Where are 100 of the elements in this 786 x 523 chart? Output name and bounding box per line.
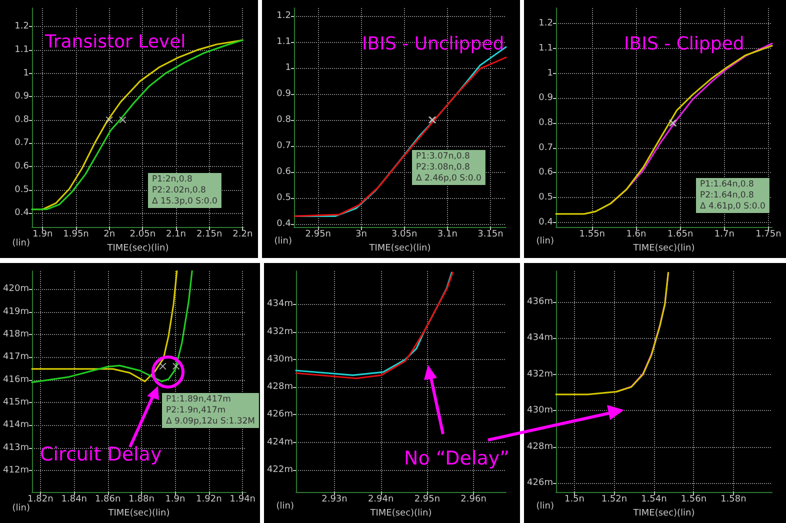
y-tick-label: 0.9: [14, 92, 30, 102]
x-axis-title: TIME(sec)(lin): [632, 244, 695, 254]
y-tick-label: 419m: [3, 306, 29, 317]
x-axis-title: TIME(sec)(lin): [106, 244, 169, 254]
y-tick-label: 420m: [3, 284, 29, 294]
y-axis-title: (lin): [276, 502, 294, 512]
x-tick-label: 1.55n: [579, 230, 606, 240]
y-tick-label: 426m: [527, 478, 553, 488]
x-tick-label: 1.95n: [63, 230, 89, 240]
y-axis-title: (lin): [12, 504, 30, 514]
y-tick-label: 432m: [267, 326, 293, 337]
y-tick-label: 424m: [267, 437, 293, 448]
y-tick-label: 422m: [267, 464, 293, 475]
y-tick-label: 1: [285, 62, 291, 73]
x-tick-label: 3.15n: [478, 230, 504, 240]
y-tick-label: 1.1: [538, 43, 553, 54]
y-tick-label: 0.4: [276, 218, 292, 229]
y-axis-title: (lin): [274, 236, 292, 247]
y-tick-label: 428m: [267, 382, 293, 392]
x-tick-label: 1.7n: [714, 230, 734, 240]
y-tick-label: 426m: [267, 410, 293, 420]
y-tick-label: 0.7: [538, 142, 553, 153]
y-tick-label: 416m: [3, 374, 29, 385]
y-tick-label: 0.5: [14, 184, 29, 195]
y-tick-label: 1: [23, 68, 29, 78]
annotation: No “Delay”: [404, 448, 510, 470]
x-tick-label: 1.56n: [680, 494, 707, 505]
x-tick-label: 1.5n: [564, 494, 584, 505]
text: IBIS - Unclipped: [362, 34, 504, 54]
y-tick-label: 434m: [527, 333, 553, 344]
x-axis-title: TIME(sec)(lin): [632, 508, 695, 518]
y-tick-label: 432m: [527, 369, 553, 380]
y-tick-label: 0.5: [538, 192, 553, 203]
x-tick-label: 2.95n: [305, 230, 332, 240]
x-tick-label: 1.58n: [720, 494, 746, 505]
annotation: P1:3.07n,0.8 P2:3.08n,0.8 Δ 2.46p,0 S:0.0: [416, 152, 482, 184]
y-tick-label: 1.2: [276, 10, 291, 21]
y-tick-label: 0.8: [14, 114, 30, 125]
annotation: P1:2n,0.8 P2:2.02n,0.8 Δ 15.3p,0 S:0.0: [152, 174, 218, 206]
x-tick-label: 2.95n: [414, 494, 440, 505]
x-tick-label: 1.82n: [28, 494, 54, 505]
x-axis-title: TIME(sec)(lin): [369, 508, 432, 518]
x-tick-label: 2.94n: [368, 494, 394, 505]
x-axis-title: TIME(sec)(lin): [107, 508, 170, 518]
y-tick-label: 418m: [3, 329, 29, 340]
y-axis-title: (lin): [12, 238, 30, 248]
y-tick-label: 0.7: [14, 138, 29, 148]
x-tick-label: 1.88n: [128, 494, 154, 505]
y-tick-label: 0.4: [14, 208, 30, 218]
text: IBIS - Clipped: [624, 34, 744, 54]
x-tick-label: 1.75n: [756, 230, 782, 240]
y-tick-label: 436m: [527, 296, 553, 307]
x-tick-label: 2n: [104, 230, 116, 240]
annotation: Circuit Delay: [40, 444, 162, 466]
y-tick-label: 414m: [3, 420, 29, 430]
x-tick-label: 1.94n: [230, 494, 256, 505]
x-tick-label: 1.6n: [626, 230, 646, 240]
annotation: P1:1.64n,0.8 P2:1.64n,0.8 Δ 4.61p,0 S:0.0: [700, 180, 766, 212]
y-tick-label: 1.2: [538, 18, 553, 29]
x-tick-label: 2.05n: [130, 230, 156, 240]
y-axis-title: (lin): [536, 502, 554, 512]
x-tick-label: 2.96n: [460, 494, 486, 505]
y-tick-label: 412m: [3, 466, 29, 476]
x-tick-label: 1.54n: [641, 494, 667, 505]
x-tick-label: 1.84n: [61, 494, 87, 505]
y-tick-label: 1.2: [14, 22, 29, 32]
x-tick-label: 2.2n: [232, 230, 253, 240]
text: Transistor Level: [44, 32, 186, 52]
line-series: [555, 272, 670, 396]
x-tick-label: 2.1n: [166, 230, 186, 240]
y-tick-label: 0.9: [276, 88, 292, 99]
annotation: P1:1.89n,417m P2:1.9n,417m Δ 9.09p,12u S:1.32M: [166, 394, 255, 426]
y-tick-label: 428m: [527, 442, 553, 452]
x-tick-label: 1.65n: [667, 230, 694, 240]
y-tick-label: 0.6: [538, 168, 554, 178]
y-tick-label: 0.9: [538, 93, 554, 104]
y-tick-label: 434m: [267, 299, 293, 310]
x-tick-label: 3.1n: [437, 230, 458, 240]
y-tick-label: 0.6: [14, 162, 30, 172]
y-tick-label: 0.4: [538, 217, 554, 228]
x-tick-label: 2.93n: [322, 494, 348, 505]
y-tick-label: 0.7: [276, 140, 291, 151]
x-tick-label: 1.52n: [601, 494, 628, 505]
x-axis-title: TIME(sec)(lin): [368, 244, 431, 254]
y-tick-label: 415m: [3, 398, 29, 408]
x-tick-label: 1.9n: [32, 230, 53, 240]
y-tick-label: 1: [547, 68, 553, 78]
y-tick-label: 430m: [267, 354, 293, 364]
y-tick-label: 0.8: [276, 114, 292, 125]
x-tick-label: 1.9n: [165, 494, 186, 505]
x-tick-label: 2.15n: [196, 230, 222, 240]
x-tick-label: 3.05n: [391, 230, 418, 240]
y-tick-label: 0.5: [276, 192, 291, 203]
x-tick-label: 1.86n: [94, 494, 121, 505]
y-tick-label: 430m: [527, 406, 553, 416]
y-axis-title: (lin): [536, 236, 554, 247]
x-tick-label: 3n: [356, 230, 367, 240]
y-tick-label: 1.1: [276, 36, 291, 47]
x-tick-label: 1.92n: [196, 494, 222, 505]
y-tick-label: 413m: [3, 442, 29, 453]
